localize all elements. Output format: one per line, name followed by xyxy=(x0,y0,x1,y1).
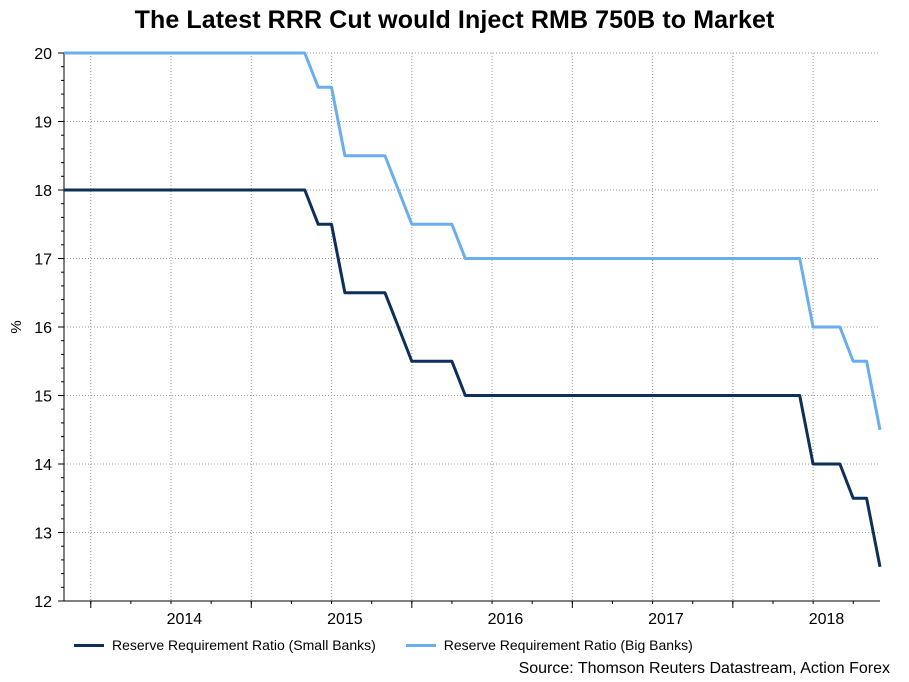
x-tick-label: 2017 xyxy=(648,611,684,628)
legend-label-small-banks: Reserve Requirement Ratio (Small Banks) xyxy=(112,637,376,653)
y-tick-label: 20 xyxy=(34,46,52,63)
y-tick-label: 17 xyxy=(34,252,52,269)
y-tick-label: 12 xyxy=(34,594,52,611)
source-note: Source: Thomson Reuters Datastream, Acti… xyxy=(518,660,890,677)
y-tick-label: 19 xyxy=(34,115,52,132)
x-tick-label: 2014 xyxy=(167,611,203,628)
y-tick-label: 14 xyxy=(34,457,52,474)
grid xyxy=(64,52,880,602)
x-tick-label: 2016 xyxy=(488,611,524,628)
y-tick-label: 13 xyxy=(34,526,52,543)
y-axis-label: % xyxy=(8,320,25,333)
legend-label-big-banks: Reserve Requirement Ratio (Big Banks) xyxy=(443,637,693,653)
axes: 12 13 14 15 16 17 18 19 20 2014 2015 2016 2017 2018% xyxy=(8,46,880,628)
legend-item-big-banks: Reserve Requirement Ratio (Big Banks) xyxy=(405,637,693,653)
x-tick-label: 2018 xyxy=(809,611,845,628)
y-tick-label: 16 xyxy=(34,320,52,337)
x-tick-label: 2015 xyxy=(327,611,363,628)
legend-swatch-small-banks xyxy=(74,643,104,647)
legend: Reserve Requirement Ratio (Small Banks) … xyxy=(74,637,723,653)
series-line-small-banks xyxy=(64,188,882,568)
legend-swatch-big-banks xyxy=(405,643,436,647)
series-line-big-banks xyxy=(64,51,882,431)
series-lines xyxy=(64,51,882,568)
y-tick-label: 18 xyxy=(34,183,52,200)
chart-title: The Latest RRR Cut would Inject RMB 750B… xyxy=(134,6,775,34)
legend-item-small-banks: Reserve Requirement Ratio (Small Banks) xyxy=(74,637,376,653)
y-tick-label: 15 xyxy=(34,389,52,406)
